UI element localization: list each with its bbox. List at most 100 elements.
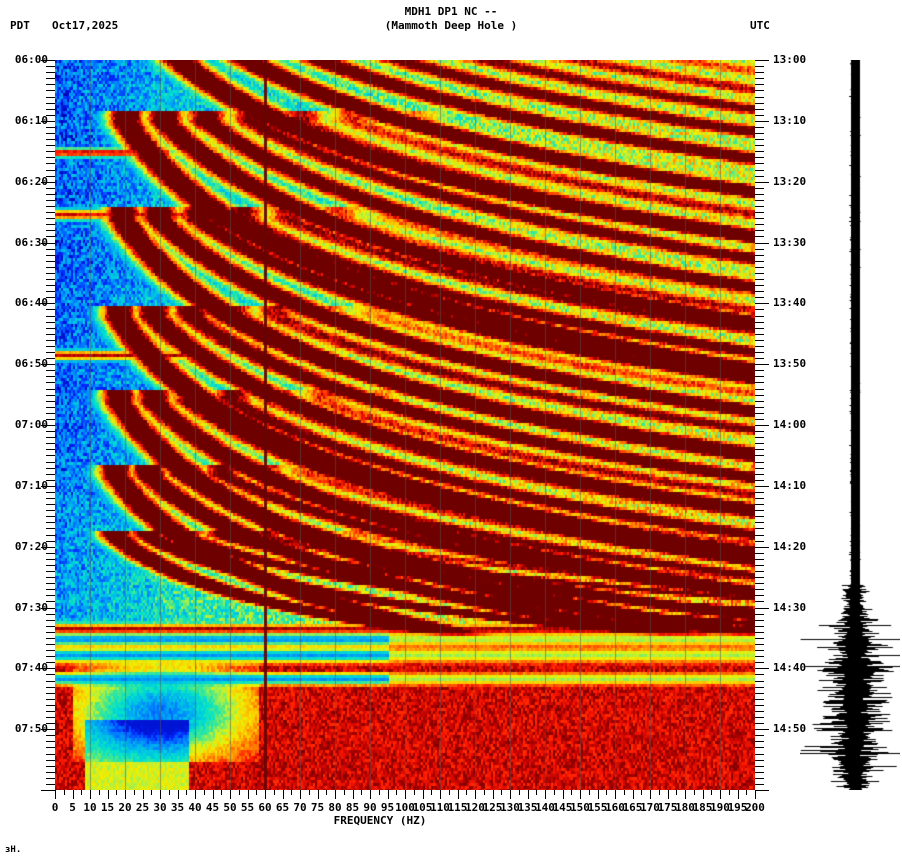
- y-axis-minor-tick-right: [755, 126, 764, 128]
- y-axis-label-pdt-3: 06:30: [14, 235, 48, 249]
- y-axis-minor-tick-right: [755, 516, 764, 518]
- x-axis-major-tick: [527, 790, 529, 799]
- y-axis-minor-tick-right: [755, 388, 764, 390]
- y-axis-major-tick-left: [41, 120, 55, 122]
- y-axis-minor-tick-right: [755, 473, 764, 475]
- x-axis-minor-tick: [413, 790, 415, 795]
- x-axis-major-tick: [737, 790, 739, 799]
- seismogram-trace-panel[interactable]: [800, 60, 900, 790]
- x-axis-title: FREQUENCY (HZ): [333, 814, 427, 827]
- y-axis-minor-tick-left: [46, 601, 55, 603]
- y-axis-minor-tick-right: [755, 78, 764, 80]
- y-axis-minor-tick-left: [46, 625, 55, 627]
- x-axis-minor-tick: [221, 790, 223, 795]
- y-axis-minor-tick-right: [755, 382, 764, 384]
- x-axis-minor-tick: [343, 790, 345, 795]
- y-axis-minor-tick-right: [755, 66, 764, 68]
- x-axis-label-120: 120: [465, 801, 485, 814]
- y-axis-major-tick-right: [755, 546, 769, 548]
- y-axis-minor-tick-left: [46, 108, 55, 110]
- y-axis-major-tick-right: [755, 485, 769, 487]
- y-axis-minor-tick-left: [46, 686, 55, 688]
- x-axis-minor-tick: [291, 790, 293, 795]
- y-axis-minor-tick-right: [755, 291, 764, 293]
- x-axis-major-tick: [247, 790, 249, 799]
- y-axis-minor-tick-left: [46, 552, 55, 554]
- y-axis-minor-tick-left: [46, 747, 55, 749]
- x-axis-label-0: 0: [51, 801, 59, 814]
- y-axis-minor-tick-right: [755, 498, 764, 499]
- x-axis-major-tick: [90, 790, 91, 799]
- y-axis-minor-tick-right: [755, 139, 764, 141]
- y-axis-minor-tick-right: [755, 771, 764, 773]
- y-axis-minor-tick-right: [755, 735, 764, 737]
- y-axis-label-pdt-5: 06:50: [14, 357, 48, 371]
- y-axis-minor-tick-left: [46, 619, 55, 621]
- y-axis-minor-tick-left: [46, 595, 55, 597]
- x-axis-label-165: 165: [622, 801, 643, 814]
- y-axis-minor-tick-left: [46, 564, 55, 566]
- y-axis-minor-tick-right: [755, 339, 764, 341]
- y-axis-minor-tick-left: [46, 291, 55, 293]
- x-axis-label-110: 110: [430, 801, 450, 814]
- x-axis-major-tick: [387, 790, 389, 799]
- x-axis-label-90: 90: [363, 801, 377, 814]
- y-axis-minor-tick-right: [755, 370, 764, 372]
- y-axis-minor-tick-right: [755, 552, 764, 554]
- x-axis-label-75: 75: [310, 801, 325, 814]
- y-axis-minor-tick-right: [755, 589, 764, 591]
- y-axis-minor-tick-left: [46, 723, 55, 725]
- y-axis-minor-tick-left: [46, 710, 55, 712]
- y-axis-minor-tick-right: [755, 540, 764, 542]
- x-axis-major-tick: [702, 790, 704, 799]
- y-axis-minor-tick-right: [755, 418, 764, 420]
- x-axis-label-135: 135: [517, 801, 538, 814]
- y-axis-minor-tick-left: [46, 674, 55, 676]
- x-axis-major-tick: [720, 790, 721, 799]
- y-axis-minor-tick-right: [755, 504, 764, 506]
- y-axis-minor-tick-left: [46, 339, 55, 341]
- x-axis-major-tick: [107, 790, 109, 799]
- y-axis-minor-tick-left: [46, 753, 55, 755]
- y-axis-minor-tick-left: [46, 613, 55, 615]
- y-axis-minor-tick-right: [755, 352, 764, 353]
- spectrogram-plot[interactable]: [55, 60, 755, 790]
- y-axis-minor-tick-right: [755, 613, 764, 615]
- x-axis-major-tick: [405, 790, 406, 799]
- seismogram-waveform: [800, 60, 900, 790]
- y-axis-major-tick-left: [41, 607, 55, 609]
- x-axis-major-tick: [685, 790, 686, 799]
- x-axis-minor-tick: [623, 790, 625, 795]
- station-subtitle: (Mammoth Deep Hole ): [384, 19, 518, 32]
- y-axis-minor-tick-left: [46, 650, 55, 652]
- x-axis-label-150: 150: [570, 801, 590, 814]
- y-axis-major-tick-left: [41, 181, 55, 183]
- y-axis-minor-tick-right: [755, 753, 764, 755]
- y-axis-minor-tick-left: [46, 218, 55, 220]
- x-axis-label-35: 35: [170, 801, 185, 814]
- x-axis-minor-tick: [676, 790, 678, 795]
- y-axis-minor-tick-right: [755, 631, 764, 633]
- y-axis-minor-tick-right: [755, 437, 764, 439]
- x-axis-major-tick: [755, 790, 756, 799]
- x-axis-major-tick: [212, 790, 214, 799]
- y-axis-minor-tick-left: [46, 151, 55, 153]
- y-axis-minor-tick-left: [46, 297, 55, 299]
- y-axis-minor-tick-left: [46, 777, 55, 779]
- y-axis-minor-tick-left: [46, 169, 55, 171]
- x-axis-minor-tick: [606, 790, 608, 795]
- x-axis-minor-tick: [693, 790, 695, 795]
- y-axis-minor-tick-right: [755, 601, 764, 603]
- y-axis-label-pdt-4: 06:40: [14, 296, 48, 310]
- y-axis-minor-tick-right: [755, 169, 764, 171]
- y-axis-minor-tick-right: [755, 297, 764, 299]
- y-axis-minor-tick-right: [755, 345, 764, 347]
- x-axis-minor-tick: [746, 790, 748, 795]
- y-axis-minor-tick-right: [755, 175, 764, 177]
- x-axis-label-85: 85: [345, 801, 360, 814]
- y-axis-minor-tick-left: [46, 443, 55, 445]
- y-axis-minor-tick-left: [46, 187, 55, 189]
- y-axis-minor-tick-right: [755, 662, 764, 664]
- x-axis-minor-tick: [431, 790, 433, 795]
- y-axis-minor-tick-left: [46, 157, 55, 159]
